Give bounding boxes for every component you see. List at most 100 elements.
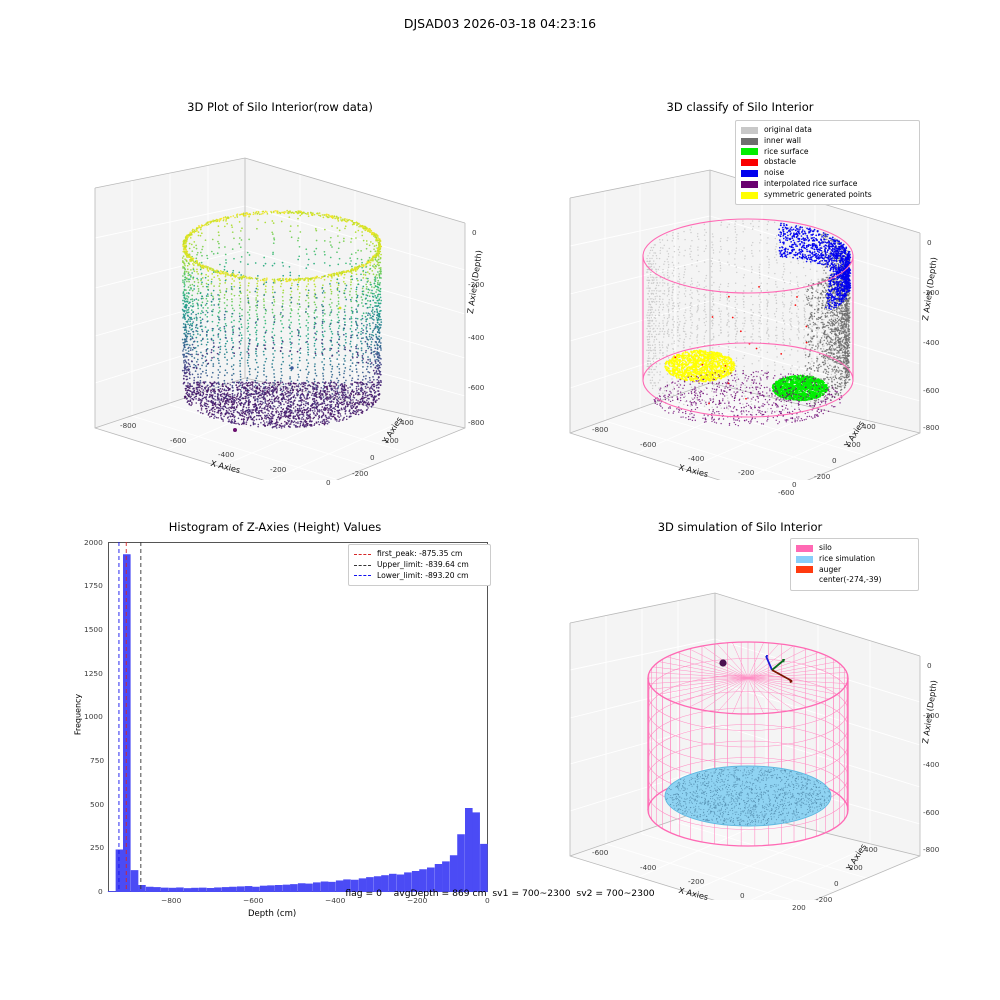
legend-label-first-peak: first_peak: -875.35 cm	[377, 549, 463, 558]
classify-y-tick-1: 200	[847, 440, 861, 449]
legend-item-silo[interactable]: silo	[796, 543, 912, 554]
classify-legend: original data inner wall rice surface ob…	[735, 120, 920, 206]
sim-x-tick-2: -200	[688, 877, 705, 886]
legend-label-obstacle: obstacle	[764, 157, 797, 167]
legend-label-original-data: original data	[764, 125, 812, 134]
legend-item-obstacle[interactable]: obstacle	[741, 157, 913, 168]
hist-x-tick--800: −800	[161, 896, 182, 905]
sim-z-tick-2: -400	[923, 760, 940, 769]
hist-y-tick-750: 750	[90, 756, 105, 765]
panel-classify-3d-title: 3D classify of Silo Interior	[666, 100, 814, 114]
swatch-inner-wall	[741, 137, 758, 145]
panel-classify-3d: 3D classify of Silo Interior	[520, 100, 960, 497]
classify-z-tick-3: -600	[923, 386, 940, 395]
legend-label-silo: silo	[819, 543, 832, 552]
raw-z-tick-0: 0	[472, 228, 477, 237]
hist-y-tick-500: 500	[90, 800, 105, 809]
simulation-3d-axes[interactable]: 0 -200 -400 -600 -800 Z Axies (Depth) -6…	[520, 548, 960, 912]
line-swatch-upper-limit	[354, 564, 371, 566]
sim-x-tick-0: -600	[592, 848, 609, 857]
classify-x-tick-0: -800	[592, 425, 609, 434]
panel-histogram-title: Histogram of Z-Axies (Height) Values	[168, 520, 382, 534]
sim-y-tick-3: -200	[816, 895, 833, 904]
hist-y-tick-0: 0	[98, 887, 103, 896]
hist-y-tick-1750: 1750	[84, 581, 103, 590]
swatch-original-data	[741, 126, 758, 134]
hist-y-axis-label: Frequency	[73, 693, 83, 736]
legend-item-upper-limit[interactable]: Upper_limit: -839.64 cm	[354, 560, 484, 571]
panel-simulation-3d: 3D simulation of Silo Interior	[520, 520, 960, 912]
raw-y-tick-0: 400	[400, 418, 414, 427]
classify-3d-axes[interactable]: 0 -200 -400 -600 -800 Z Axies (Depth) -8…	[520, 128, 960, 497]
legend-label-auger: auger	[819, 564, 842, 574]
legend-item-original-data[interactable]: original data	[741, 125, 913, 136]
sim-z-tick-1: -200	[923, 711, 940, 720]
histogram-legend: first_peak: -875.35 cm Upper_limit: -839…	[348, 544, 491, 587]
sim-x-tick-4: 200	[792, 903, 806, 912]
line-swatch-lower-limit	[354, 575, 371, 577]
swatch-auger	[796, 566, 813, 574]
legend-label-interpolated-rice-surface: interpolated rice surface	[764, 178, 858, 188]
hist-x-axis-label: Depth (cm)	[248, 909, 297, 919]
legend-label-inner-wall: inner wall	[764, 135, 802, 145]
legend-label-rice-simulation: rice simulation	[819, 553, 876, 563]
raw-z-tick-3: -600	[468, 383, 485, 392]
simulation-legend: silo rice simulation auger center(-274,-…	[790, 538, 919, 592]
panel-raw-3d-title: 3D Plot of Silo Interior(row data)	[187, 100, 373, 114]
raw-z-tick-4: -800	[468, 418, 485, 427]
legend-item-rice-simulation[interactable]: rice simulation	[796, 554, 912, 565]
raw-z-tick-2: -400	[468, 333, 485, 342]
raw-3d-axes[interactable]: 0 -200 -400 -600 -800 Z Axies (Depth) -8…	[60, 128, 500, 487]
raw-x-tick-2: -400	[218, 450, 235, 459]
hist-x-tick--400: −400	[325, 896, 346, 905]
legend-item-inner-wall[interactable]: inner wall	[741, 136, 913, 147]
classify-x-tick-3: -200	[738, 468, 755, 477]
classify-z-tick-1: -200	[923, 288, 940, 297]
swatch-interpolated-rice-surface	[741, 180, 758, 188]
raw-y-tick-3: -200	[352, 469, 369, 478]
sim-z-tick-3: -600	[923, 808, 940, 817]
sim-z-tick-4: -800	[923, 845, 940, 854]
swatch-rice-simulation	[796, 555, 813, 563]
legend-item-rice-surface[interactable]: rice surface	[741, 147, 913, 158]
swatch-noise	[741, 170, 758, 178]
legend-item-interpolated-rice-surface[interactable]: interpolated rice surface	[741, 179, 913, 190]
raw-z-tick-1: -200	[468, 280, 485, 289]
raw-y-tick-2: 0	[370, 453, 375, 462]
raw-y-tick-1: 200	[385, 436, 399, 445]
classify-x-tick-2: -400	[688, 454, 705, 463]
histogram-plot[interactable]: 2000 1750 1500 1250 1000 750 500 250 0 −…	[60, 520, 500, 920]
raw-x-tick-1: -600	[170, 436, 187, 445]
raw-x-tick-4: 0	[326, 478, 331, 487]
figure-title: DJSAD03 2026-03-18 04:23:16	[403, 16, 597, 31]
legend-label-rice-surface: rice surface	[764, 146, 809, 156]
hist-y-tick-1250: 1250	[84, 669, 103, 678]
raw-x-tick-3: -200	[270, 465, 287, 474]
status-line: flag = 0 avgDepth = 869 cm sv1 = 700~230…	[345, 888, 655, 899]
legend-item-auger[interactable]: auger	[796, 565, 912, 576]
histogram-frame	[108, 542, 488, 892]
sim-z-tick-0: 0	[927, 661, 932, 670]
sim-y-tick-2: 0	[834, 879, 839, 888]
legend-label-upper-limit: Upper_limit: -839.64 cm	[377, 559, 469, 569]
classify-x-tick-4: 0	[792, 480, 797, 489]
legend-label-symmetric-generated-points: symmetric generated points	[764, 189, 872, 199]
swatch-obstacle	[741, 159, 758, 167]
legend-item-lower-limit[interactable]: Lower_limit: -893.20 cm	[354, 571, 484, 582]
hist-y-tick-2000: 2000	[84, 538, 103, 547]
sim-x-tick-3: 0	[740, 891, 745, 900]
raw-x-tick-0: -800	[120, 421, 137, 430]
swatch-symmetric-generated-points	[741, 191, 758, 199]
legend-item-noise[interactable]: noise	[741, 168, 913, 179]
swatch-rice-surface	[741, 148, 758, 156]
classify-z-tick-0: 0	[927, 238, 932, 247]
line-swatch-first-peak	[354, 553, 371, 555]
sim-x-tick-1: -400	[640, 863, 657, 872]
legend-item-first-peak[interactable]: first_peak: -875.35 cm	[354, 549, 484, 560]
legend-label-lower-limit: Lower_limit: -893.20 cm	[377, 570, 469, 580]
legend-label-noise: noise	[764, 168, 785, 178]
sim-y-tick-1: 200	[849, 863, 863, 872]
legend-item-symmetric-generated-points[interactable]: symmetric generated points	[741, 190, 913, 201]
classify-x-tick-1: -600	[640, 440, 657, 449]
